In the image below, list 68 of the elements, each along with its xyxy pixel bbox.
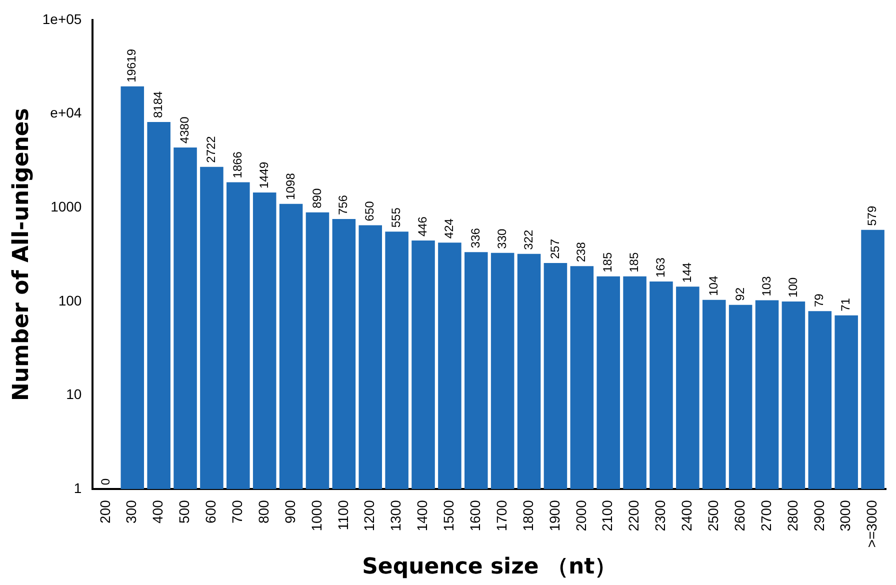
x-tick-label: 2700 bbox=[758, 500, 774, 532]
data-label: 579 bbox=[865, 206, 880, 226]
y-tick-label: 1 bbox=[74, 480, 82, 496]
y-tick-label: e+04 bbox=[50, 104, 82, 121]
data-label: 163 bbox=[654, 257, 668, 278]
x-tick-label: 1200 bbox=[361, 500, 378, 532]
y-tick-label: 10 bbox=[66, 386, 82, 402]
y-tick-label: 1e+05 bbox=[42, 10, 82, 27]
data-label: 8184 bbox=[151, 90, 166, 118]
data-label: 79 bbox=[812, 293, 826, 308]
x-tick-label: 1000 bbox=[308, 500, 324, 532]
y-tick-label: 100 bbox=[58, 292, 82, 308]
x-tick-label: 800 bbox=[255, 500, 272, 524]
data-label: 756 bbox=[336, 194, 350, 216]
x-tick-label: 900 bbox=[282, 500, 298, 524]
x-tick-label: 300 bbox=[123, 500, 140, 524]
x-tick-label: 2200 bbox=[626, 500, 642, 532]
data-label: 100 bbox=[786, 277, 800, 298]
data-label: 322 bbox=[521, 229, 536, 250]
data-label: 4380 bbox=[178, 116, 192, 144]
x-tick-label: 700 bbox=[229, 500, 246, 524]
data-label: 650 bbox=[362, 200, 377, 222]
x-tick-label: 2900 bbox=[810, 500, 827, 532]
x-tick-label: 2800 bbox=[784, 500, 800, 532]
data-label: 103 bbox=[759, 276, 774, 296]
data-label: 92 bbox=[732, 287, 747, 301]
x-tick-label: 1100 bbox=[334, 500, 351, 530]
x-tick-label: 400 bbox=[150, 500, 166, 524]
data-label: 336 bbox=[468, 228, 482, 248]
data-label: 1866 bbox=[230, 151, 244, 178]
x-tick-label: 200 bbox=[96, 500, 113, 524]
x-tick-label: 1300 bbox=[388, 500, 404, 532]
data-label: 446 bbox=[416, 216, 430, 237]
x-tick-label: >=3000 bbox=[864, 500, 880, 548]
y-axis-title: Number of All-unigenes bbox=[8, 108, 34, 402]
data-label: 2722 bbox=[204, 136, 218, 163]
data-label: 104 bbox=[706, 276, 720, 296]
x-tick-label: 2600 bbox=[731, 500, 748, 532]
x-tick-label: 1600 bbox=[467, 500, 483, 532]
data-label: 330 bbox=[494, 228, 509, 249]
x-tick-label: 3000 bbox=[837, 500, 854, 532]
data-label: 890 bbox=[310, 188, 324, 208]
data-label: 555 bbox=[389, 207, 404, 228]
x-tick-label: 2000 bbox=[572, 500, 589, 532]
data-label: 144 bbox=[680, 262, 694, 283]
data-label: 1098 bbox=[283, 172, 298, 200]
x-tick-label: 1700 bbox=[493, 500, 510, 532]
x-tick-label: 2500 bbox=[704, 500, 721, 532]
x-tick-label: 1800 bbox=[520, 500, 536, 532]
data-label: 185 bbox=[600, 252, 615, 272]
x-tick-label: 1400 bbox=[414, 500, 430, 532]
data-label: 238 bbox=[574, 242, 588, 262]
data-label: 71 bbox=[838, 298, 853, 312]
data-label: 19619 bbox=[124, 48, 139, 82]
x-tick-label: 500 bbox=[176, 500, 192, 524]
data-label: 185 bbox=[627, 252, 642, 272]
x-tick-label: 2400 bbox=[678, 500, 695, 532]
data-label: 1449 bbox=[256, 162, 271, 189]
x-tick-label: 2100 bbox=[599, 500, 616, 532]
x-tick-label: 600 bbox=[202, 500, 219, 524]
x-tick-label: 1900 bbox=[546, 500, 562, 532]
data-label: 424 bbox=[442, 218, 456, 239]
text: 0 bbox=[98, 478, 112, 486]
x-tick-label: 1500 bbox=[440, 500, 457, 532]
x-tick-label: 2300 bbox=[652, 500, 668, 532]
y-tick-label: 1000 bbox=[50, 198, 82, 214]
data-label: 257 bbox=[548, 238, 562, 259]
x-axis-title: Sequence size （nt） bbox=[362, 554, 617, 580]
